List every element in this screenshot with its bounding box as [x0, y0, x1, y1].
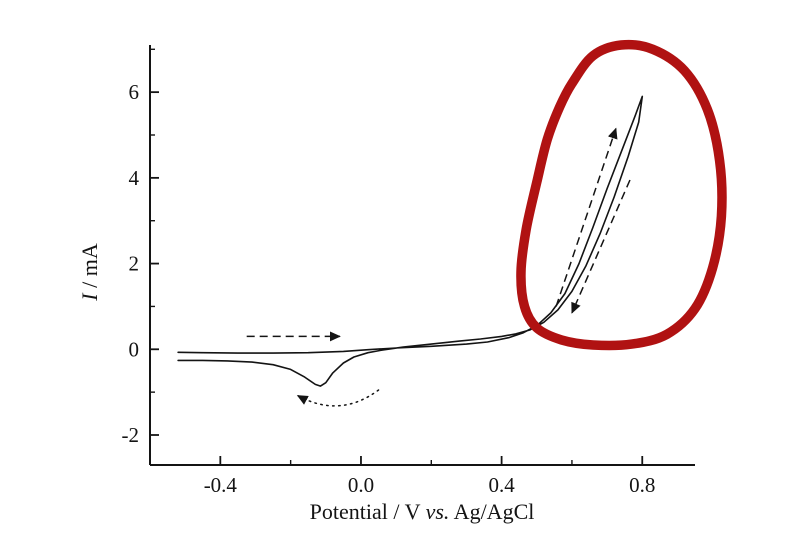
y-tick-label: -2	[122, 423, 140, 447]
cv-curve	[177, 95, 644, 387]
red-marker-loop	[516, 39, 727, 351]
x-axis-label-pre: Potential / V	[310, 499, 426, 524]
x-tick-label: 0.0	[348, 473, 374, 497]
y-tick-label: 6	[129, 80, 140, 104]
x-tick-label: -0.4	[204, 473, 238, 497]
x-axis-label-italic: vs.	[426, 499, 450, 524]
cv-curve-path	[177, 95, 644, 387]
x-tick-label: 0.4	[488, 473, 515, 497]
cathodic-loop-arrow	[296, 389, 380, 407]
x-axis-label-post: Ag/AgCl	[449, 499, 534, 524]
scan-direction-arrows	[246, 127, 631, 407]
axes	[149, 45, 695, 466]
y-axis-label-rest: / mA	[77, 243, 102, 293]
y-tick-label: 0	[129, 337, 140, 361]
y-tick-label: 2	[129, 252, 140, 276]
anodic-rise-arrow	[555, 127, 618, 307]
reverse-scan-arrow	[571, 179, 631, 314]
y-axis-label-italic: I	[77, 292, 102, 302]
x-tick-label: 0.8	[629, 473, 655, 497]
x-axis-label: Potential / V vs. Ag/AgCl	[310, 499, 535, 524]
y-tick-label: 4	[129, 166, 140, 190]
tick-labels: -0.4 0.0 0.4 0.8 -2 0 2 4 6	[122, 80, 656, 497]
red-highlight-loop	[516, 39, 727, 351]
y-axis-label: I / mA	[77, 243, 102, 302]
axis-ticks	[150, 48, 644, 465]
